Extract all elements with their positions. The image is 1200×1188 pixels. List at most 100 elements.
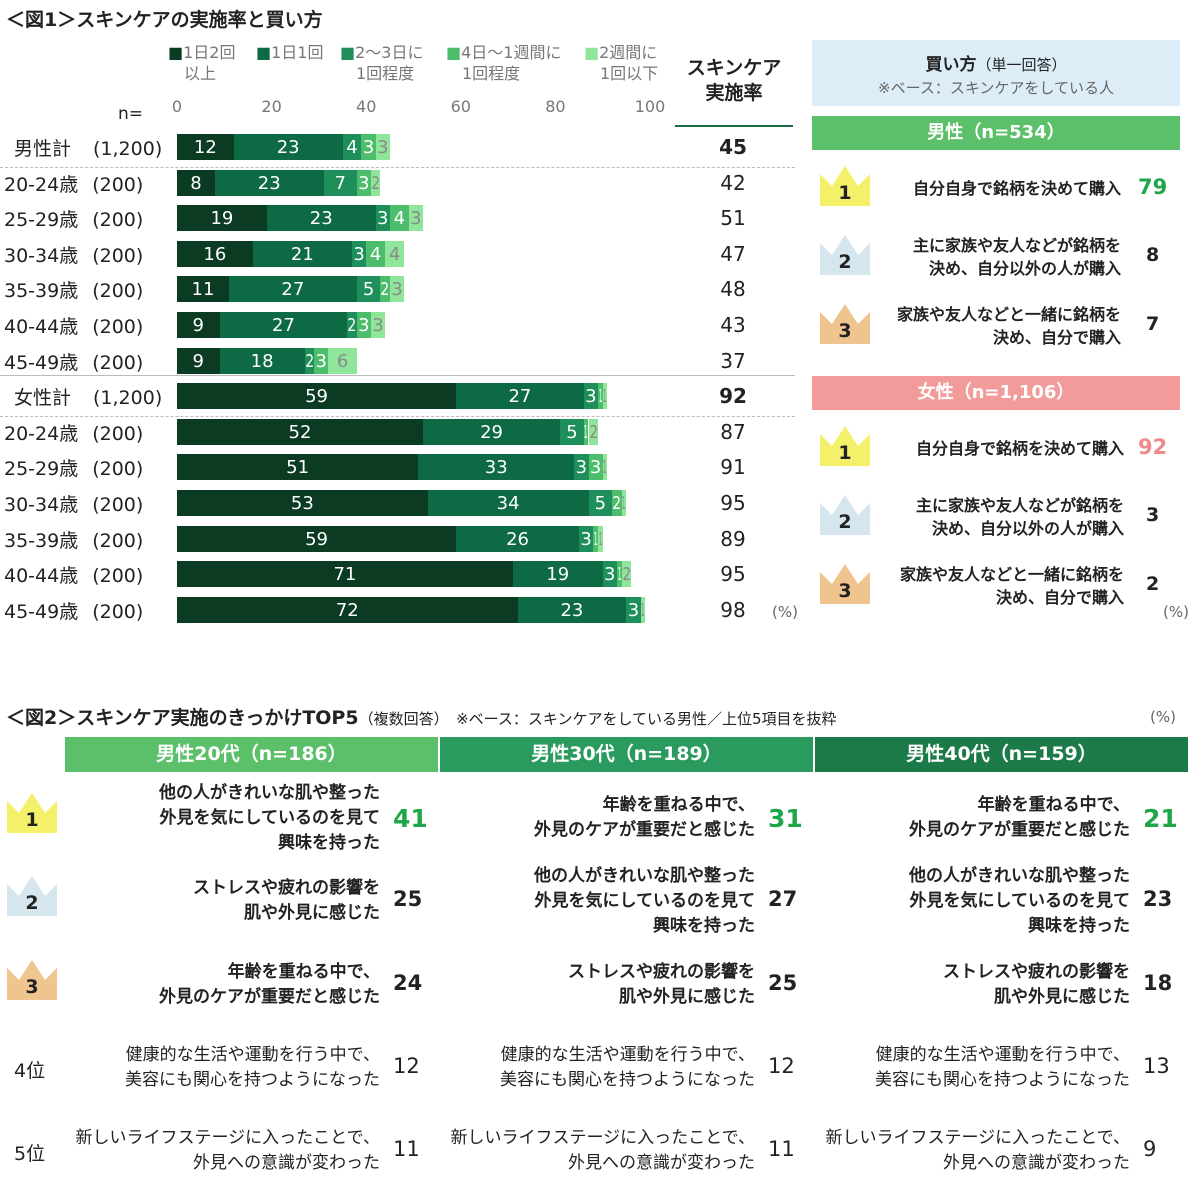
fig2-item-text: ストレスや疲れの影響を 肌や外見に感じた (943, 960, 1130, 1010)
row-label: 25-29歳 (200) (4, 454, 143, 481)
crown-rank: 2 (25, 892, 39, 914)
row-label: 35-39歳 (200) (4, 526, 143, 553)
fig2-column-header: 男性20代（n=186） (65, 737, 438, 772)
bar-segment: 3 (356, 169, 371, 196)
row-n: (200) (92, 280, 144, 303)
bar-segment-label: 1 (617, 564, 622, 586)
text-line: 自分自身で銘柄を決めて購入 (915, 438, 1124, 458)
row-n: (200) (92, 565, 144, 588)
bar-segment: 23 (517, 596, 627, 623)
row-name: 45-49歳 (4, 600, 79, 623)
bar-segment-label: 1 (584, 421, 589, 443)
bar-segment: 1 (593, 525, 598, 552)
text-line: 家族や友人などと一緒に銘柄を (896, 305, 1121, 324)
bar-segment-label: 1 (603, 386, 607, 408)
separator-dashed (0, 167, 795, 168)
row-name: 30-34歳 (4, 244, 79, 267)
text-line: 肌や外見に感じた (619, 987, 755, 1007)
row-n: (200) (92, 529, 144, 552)
bar-segment: 1 (616, 561, 622, 588)
bar-segment: 19 (512, 561, 603, 588)
row-label: 40-44歳 (200) (4, 561, 143, 588)
rate-header-line1: スキンケア (686, 57, 782, 79)
bar-segment: 26 (456, 525, 580, 552)
text-line: 興味を持った (1028, 915, 1130, 936)
text-line: 外見のケアが重要だと感じた (534, 820, 755, 840)
fig2-item-value: 11 (393, 1137, 420, 1161)
separator (0, 374, 795, 376)
text-line: 新しいライフステージに入ったことで、 (825, 1128, 1130, 1148)
bar-segment-label: 2 (380, 279, 390, 301)
fig2-item-value: 21 (1143, 804, 1178, 833)
row-label: 20-24歳 (200) (4, 170, 143, 197)
bar-segment: 7 (323, 169, 357, 196)
row-label: 45-49歳 (200) (4, 348, 143, 375)
bar-segment-label: 23 (276, 137, 300, 158)
fig2-item-text: ストレスや疲れの影響を 肌や外見に感じた (193, 876, 380, 926)
row-name: 女性計 (14, 387, 72, 410)
row-n: (200) (92, 458, 144, 481)
bar-segment: 27 (229, 276, 357, 303)
text-line: ストレスや疲れの影響を (568, 962, 755, 982)
bar-segment: 5 (560, 418, 584, 445)
bar-segment: 59 (177, 525, 457, 552)
bar-segment-label: 27 (508, 386, 532, 408)
row-name: 35-39歳 (4, 280, 79, 303)
rate-value: 37 (720, 348, 746, 373)
bar-segment-label: 3 (391, 279, 403, 301)
text-line: 自分自身で銘柄を決めて購入 (912, 178, 1121, 198)
bar-segment-label: 59 (305, 386, 328, 408)
row-n: (200) (92, 600, 144, 623)
buy-item-value: 3 (1146, 504, 1160, 526)
bar-segment-label: 21 (290, 243, 314, 265)
fig2-item-text: 新しいライフステージに入ったことで、 外見への意識が変わった (826, 1126, 1130, 1176)
bar-segment-label: 29 (480, 421, 503, 443)
row-label: 30-34歳 (200) (4, 241, 143, 268)
row-n: (200) (92, 209, 144, 232)
bar-segment-label: 51 (286, 457, 310, 479)
buy-item-value: 79 (1138, 175, 1168, 199)
text-line: 外見への意識が変わった (568, 1153, 755, 1173)
bar-segment: 4 (366, 240, 386, 267)
fig2-item-value: 12 (393, 1054, 420, 1078)
text-line: 外見への意識が変わった (193, 1153, 380, 1173)
bar-segment: 12 (177, 134, 234, 160)
fig2-column-header: 男性30代（n=189） (440, 737, 813, 772)
bar-segment: 11 (177, 276, 230, 303)
fig2-title-note: （複数回答） ※ベース：スキンケアをしている男性／上位5項目を抜粋 (358, 710, 837, 728)
crown-rank: 2 (838, 511, 852, 533)
rate-value: 48 (720, 277, 746, 302)
bar-segment: 3 (626, 596, 641, 623)
crown-rank-icon: 3 (7, 960, 57, 1000)
bar-segment-label: 2 (612, 493, 622, 514)
bar-segment: 34 (427, 490, 589, 516)
fig2-column-header: 男性40代（n=159） (815, 737, 1188, 772)
legend-label-line2: 1回程度 (462, 64, 521, 83)
fig2-item-value: 9 (1143, 1137, 1157, 1161)
text-line: 外見を気にしているのを見て (909, 890, 1131, 911)
bar-segment: 3 (314, 347, 329, 374)
fig2-item-text: 他の人がきれいな肌や整った 外見を気にしているのを見て 興味を持った (534, 864, 755, 939)
fig2-item-text: 年齢を重ねる中で、 外見のケアが重要だと感じた (534, 793, 755, 843)
buy-item-text: 主に家族や友人などが銘柄を 決め、自分以外の人が購入 (916, 494, 1124, 540)
bar-segment: 3 (588, 454, 603, 481)
buy-unit: (%) (1163, 603, 1189, 621)
bar-segment: 3 (602, 561, 617, 588)
bar-segment-label: 71 (333, 564, 357, 586)
buy-group-header: 男性（n=534） (812, 116, 1180, 150)
bar-segment: 19 (177, 205, 267, 232)
fig2-item-value: 18 (1143, 971, 1173, 995)
row-label: 25-29歳 (200) (4, 205, 143, 232)
bar-segment-label: 23 (257, 172, 281, 194)
bar-segment-label: 3 (358, 315, 370, 336)
text-line: 健康的な生活や運動を行う中で、 (500, 1045, 755, 1065)
crown-rank: 3 (838, 580, 852, 602)
bar-segment: 27 (219, 312, 348, 338)
row-name: 40-44歳 (4, 565, 79, 588)
bar-segment: 3 (389, 276, 405, 303)
separator-dashed (0, 416, 795, 418)
bar-segment: 3 (370, 312, 386, 338)
bar-segment-label: 2 (621, 564, 631, 586)
bar-segment-label: 3 (627, 599, 640, 621)
text-line: 家族や友人などと一緒に銘柄を (899, 565, 1124, 584)
